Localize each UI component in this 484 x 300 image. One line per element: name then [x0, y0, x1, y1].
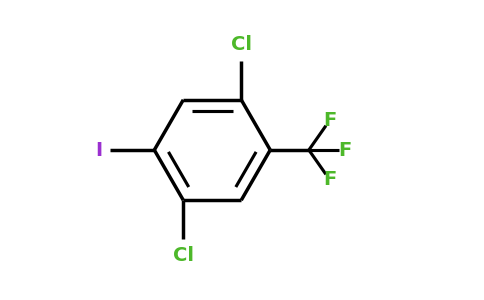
Text: Cl: Cl	[231, 35, 252, 54]
Text: F: F	[338, 140, 352, 160]
Text: Cl: Cl	[173, 246, 194, 265]
Text: F: F	[323, 170, 336, 189]
Text: I: I	[95, 140, 102, 160]
Text: F: F	[323, 111, 336, 130]
